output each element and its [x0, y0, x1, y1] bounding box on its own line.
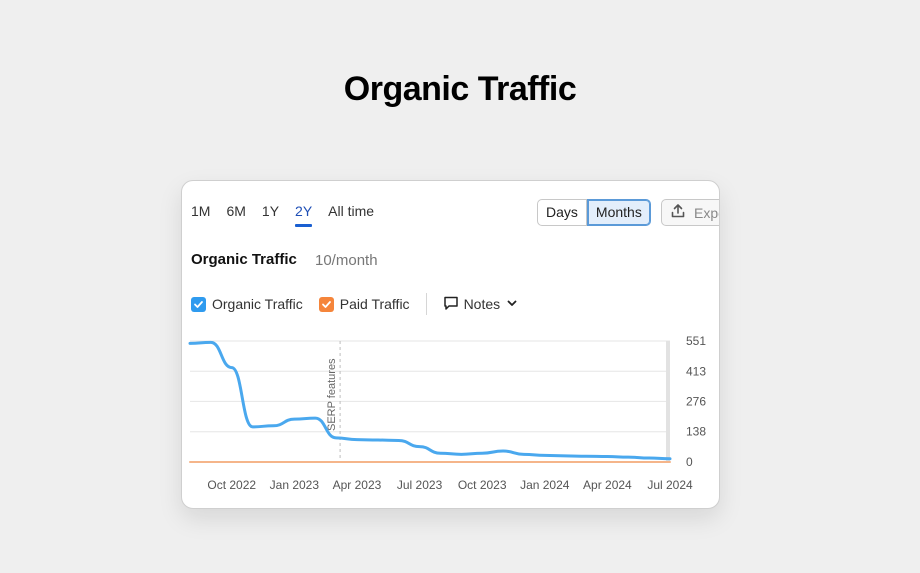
range-all-time[interactable]: All time: [328, 203, 375, 219]
chart-legend: Organic Traffic Paid Traffic Notes: [191, 293, 523, 315]
organic-traffic-chart: 551 413 276 138 0 Oct 2022 Jan 2023 Apr 2023 Jul…: [188, 334, 706, 492]
organic-traffic-line: [188, 340, 672, 461]
x-tick-label: Apr 2024: [583, 478, 632, 492]
legend-organic-traffic[interactable]: Organic Traffic: [191, 296, 303, 312]
range-2y[interactable]: 2Y: [295, 203, 313, 227]
x-tick-label: Oct 2022: [207, 478, 256, 492]
plot-edge-band: [666, 341, 670, 462]
x-tick-label: Jul 2024: [647, 478, 693, 492]
months-button[interactable]: Months: [586, 199, 651, 226]
paid-checkbox[interactable]: [318, 296, 334, 312]
legend-divider: [425, 293, 427, 315]
x-tick-label: Jan 2024: [520, 478, 570, 492]
range-1y[interactable]: 1Y: [261, 203, 280, 219]
annotation-label: SERP features: [326, 358, 338, 431]
export-upload-icon: [670, 203, 694, 222]
page-title: Organic Traffic: [343, 70, 577, 108]
notes-dropdown[interactable]: Notes: [443, 295, 524, 314]
legend-paid-traffic[interactable]: Paid Traffic: [318, 296, 410, 312]
traffic-card: 1M 6M 1Y 2Y All time Days Months Export …: [181, 180, 720, 509]
y-tick-label: 276: [686, 394, 706, 408]
range-6m[interactable]: 6M: [226, 203, 246, 219]
y-tick-label: 0: [686, 455, 693, 469]
y-tick-label: 413: [686, 364, 706, 378]
chevron-down-icon: [506, 296, 523, 312]
range-selector: 1M 6M 1Y 2Y All time: [191, 203, 390, 227]
days-button[interactable]: Days: [537, 199, 587, 226]
x-tick-label: Jan 2023: [270, 478, 320, 492]
export-label: Export: [694, 204, 719, 221]
comment-icon: [443, 295, 464, 314]
y-tick-label: 551: [686, 334, 706, 348]
check-icon: [194, 300, 203, 308]
notes-label: Notes: [463, 296, 501, 312]
legend-paid-label: Paid Traffic: [339, 296, 410, 312]
check-icon: [321, 300, 331, 308]
x-tick-label: Apr 2023: [333, 478, 382, 492]
granularity-toggle: Days Months: [537, 199, 651, 226]
organic-checkbox[interactable]: [191, 296, 206, 312]
legend-organic-label: Organic Traffic: [212, 296, 303, 312]
y-tick-label: 138: [686, 425, 706, 439]
x-tick-label: Jul 2023: [397, 478, 443, 492]
chart-title: Organic Traffic: [191, 251, 297, 268]
range-1m[interactable]: 1M: [191, 203, 211, 219]
chart-subtitle: 10/month: [315, 252, 378, 269]
x-tick-label: Oct 2023: [458, 478, 507, 492]
export-button[interactable]: Export: [661, 199, 719, 226]
